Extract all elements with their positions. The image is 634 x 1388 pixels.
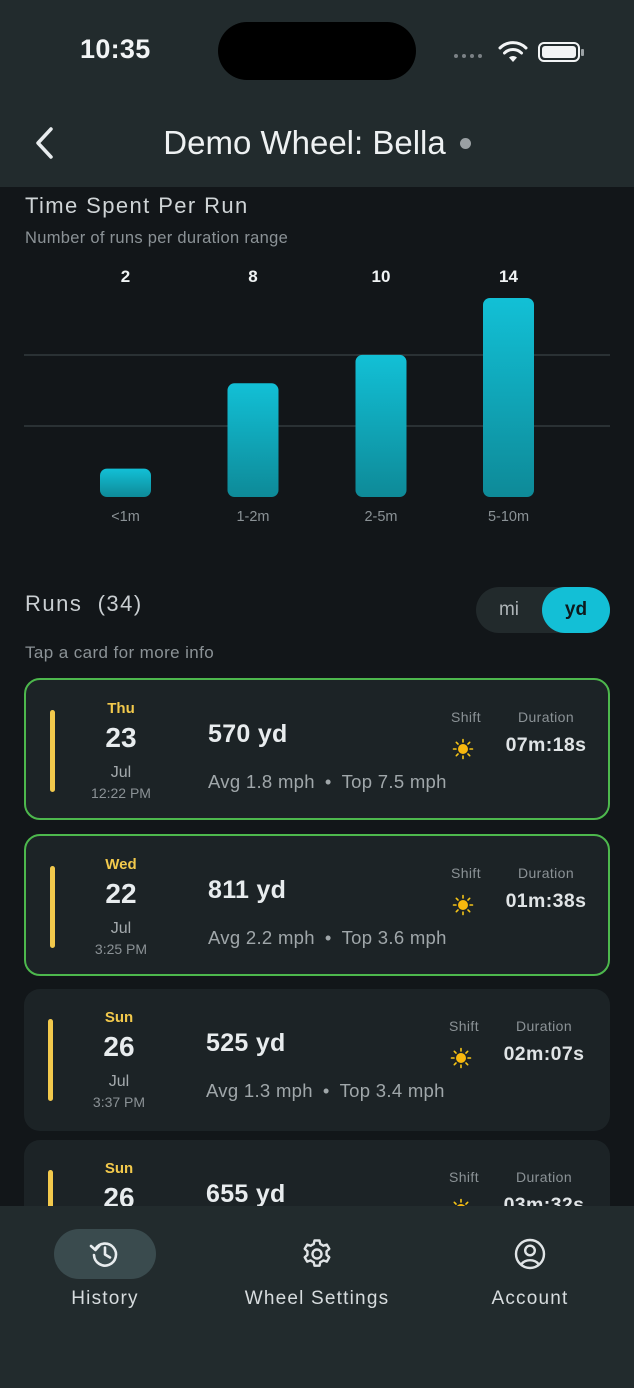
- status-time: 10:35: [80, 34, 151, 64]
- chart-bar-1: [100, 468, 151, 497]
- run-card[interactable]: Thu 23 Jul 12:22 PM 570 yd Avg 1.8 mph • T…: [24, 678, 610, 820]
- runs-count-title: Runs (34): [25, 591, 143, 616]
- run-time: 12:22 PM: [91, 785, 151, 801]
- run-card[interactable]: Wed 22 Jul 3:25 PM 811 yd Avg 2.2 mph • To…: [24, 834, 610, 976]
- run-day: 26: [103, 1182, 135, 1206]
- duration-label: Duration: [517, 709, 575, 725]
- run-weekday: Wed: [105, 856, 137, 873]
- run-time: 3:37 PM: [92, 1094, 146, 1110]
- run-month: Jul: [110, 920, 132, 937]
- run-weekday: Thu: [107, 700, 135, 717]
- run-avg-speed: Avg 1.8 mph: [208, 771, 315, 792]
- chevron-left-icon: [36, 127, 53, 159]
- shift-label: Shift: [448, 1169, 479, 1185]
- nav-label-history: History: [71, 1288, 139, 1309]
- run-month: Jul: [110, 764, 132, 781]
- stats-separator: •: [324, 927, 332, 948]
- run-weekday: Sun: [104, 1160, 134, 1177]
- dynamic-island: [218, 22, 416, 80]
- run-weekday: Sun: [104, 1009, 134, 1026]
- nav-wheel-settings[interactable]: Wheel Settings: [237, 1228, 397, 1318]
- run-card-accent: [48, 1019, 53, 1101]
- run-month: Jul: [108, 1073, 130, 1090]
- duration-label: Duration: [515, 1018, 573, 1034]
- shift-label: Shift: [450, 865, 481, 881]
- run-top-speed: Top 3.4 mph: [339, 1080, 445, 1101]
- run-day: 22: [105, 878, 137, 909]
- run-distance: 525 yd: [206, 1029, 286, 1057]
- run-duration: 03m:32s: [503, 1194, 585, 1206]
- unit-option-yd[interactable]: yd: [542, 587, 610, 633]
- nav-account[interactable]: Account: [450, 1228, 610, 1318]
- run-card[interactable]: Sun 26 655 yd Shift Duration 03m:32s: [24, 1140, 610, 1206]
- unit-option-mi[interactable]: mi: [498, 599, 520, 620]
- app-header: 10:35 Demo Wheel: Bella: [0, 0, 634, 187]
- chart-tick-label: 1-2m: [236, 509, 269, 525]
- back-button[interactable]: [24, 120, 64, 166]
- nav-label-wheel-settings: Wheel Settings: [244, 1288, 390, 1309]
- run-duration: 02m:07s: [503, 1043, 585, 1065]
- history-icon: [89, 1242, 118, 1267]
- status-icons: [454, 38, 584, 68]
- run-distance: 811 yd: [208, 876, 287, 904]
- run-duration: 07m:18s: [505, 734, 587, 756]
- chart-tick-label: 2-5m: [364, 509, 397, 525]
- run-top-speed: Top 3.6 mph: [341, 927, 447, 948]
- run-duration: 01m:38s: [505, 890, 587, 912]
- nav-label-account: Account: [491, 1288, 569, 1309]
- shift-label: Shift: [450, 709, 481, 725]
- page-title-row: Demo Wheel: Bella: [0, 124, 634, 162]
- duration-label: Duration: [515, 1169, 573, 1185]
- cellular-signal-icon: [454, 54, 482, 58]
- run-card-accent: [50, 866, 55, 948]
- run-speed-stats: Avg 1.8 mph • Top 7.5 mph: [208, 771, 447, 793]
- runs-hint: Tap a card for more info: [25, 643, 215, 662]
- chart-tick-label: 5-10m: [488, 509, 529, 525]
- nav-history[interactable]: History: [25, 1228, 185, 1318]
- stats-separator: •: [322, 1080, 330, 1101]
- run-day: 26: [103, 1031, 135, 1062]
- chart-bar-2: [227, 383, 279, 497]
- chart-data-label: 14: [499, 267, 518, 286]
- chart-bar-4: [483, 298, 534, 497]
- chart-subtitle: Number of runs per duration range: [25, 229, 289, 247]
- run-speed-stats: Avg 2.2 mph • Top 3.6 mph: [208, 927, 447, 949]
- bottom-navigation: History Wheel Settings Account: [0, 1206, 634, 1388]
- run-speed-stats: Avg 1.3 mph • Top 3.4 mph: [206, 1080, 445, 1102]
- chart-data-label: 2: [121, 267, 130, 286]
- wifi-icon: [498, 41, 528, 62]
- battery-icon: [538, 42, 584, 62]
- chart-tick-label: <1m: [111, 509, 140, 525]
- page-title: Demo Wheel: Bella: [163, 124, 446, 161]
- sun-icon: [453, 1198, 469, 1206]
- chart-data-label: 10: [372, 267, 391, 286]
- chart-title: Time Spent Per Run: [25, 193, 249, 218]
- run-distance: 570 yd: [208, 720, 288, 748]
- sun-icon: [450, 1047, 472, 1069]
- run-avg-speed: Avg 1.3 mph: [206, 1080, 313, 1101]
- stats-separator: •: [324, 771, 332, 792]
- chart-data-label: 8: [248, 267, 257, 286]
- runs-list: Thu 23 Jul 12:22 PM 570 yd Avg 1.8 mph • T…: [24, 678, 610, 1206]
- sun-icon: [452, 894, 474, 916]
- chart-bar-3: [355, 354, 407, 497]
- shift-label: Shift: [448, 1018, 479, 1034]
- duration-label: Duration: [517, 865, 575, 881]
- run-card-accent: [50, 710, 55, 792]
- run-top-speed: Top 7.5 mph: [341, 771, 447, 792]
- unit-toggle[interactable]: mi yd: [476, 587, 610, 633]
- connection-status-dot: [459, 137, 471, 149]
- run-day: 23: [105, 722, 137, 753]
- duration-bar-chart: 2 <1m 8 1-2m 10 2-5m 14 5-10m: [24, 267, 610, 525]
- account-icon: [514, 1238, 546, 1270]
- run-time: 3:25 PM: [94, 941, 148, 957]
- sun-icon: [452, 738, 474, 760]
- run-avg-speed: Avg 2.2 mph: [208, 927, 315, 948]
- run-distance: 655 yd: [206, 1180, 286, 1206]
- run-card[interactable]: Sun 26 Jul 3:37 PM 525 yd Avg 1.3 mph • To…: [24, 989, 610, 1131]
- gear-icon: [303, 1239, 331, 1267]
- run-card-accent: [48, 1170, 53, 1206]
